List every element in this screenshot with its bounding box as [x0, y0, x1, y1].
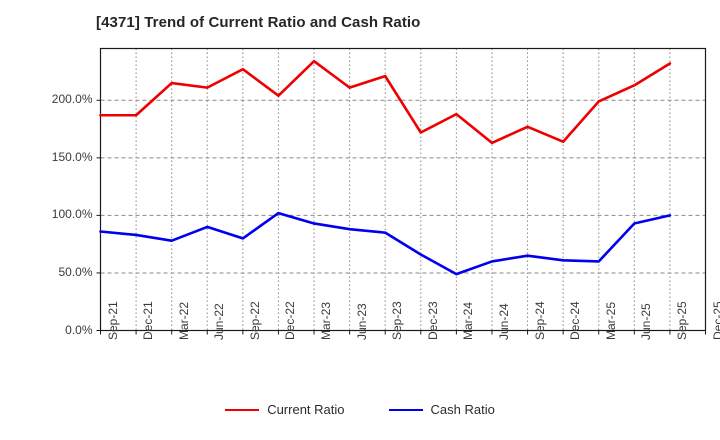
x-tick-label: Dec-22 [283, 300, 298, 340]
legend-label: Current Ratio [267, 402, 345, 417]
axis-frame [96, 47, 707, 335]
y-tick-label: 0.0% [65, 322, 93, 337]
chart-title: [4371] Trend of Current Ratio and Cash R… [96, 14, 421, 31]
x-tick-label: Sep-24 [532, 300, 547, 340]
x-tick-label: Sep-25 [674, 300, 689, 340]
x-tick-label: Mar-22 [176, 301, 191, 340]
data-series-layer [99, 59, 672, 276]
y-tick-label: 200.0% [51, 92, 93, 107]
legend-item[interactable]: Current Ratio [225, 402, 345, 417]
x-tick-label: Jun-23 [354, 302, 369, 340]
y-tick-label: 150.0% [51, 149, 93, 164]
series-line-current-ratio [99, 59, 672, 145]
chart-legend: Current Ratio Cash Ratio [0, 402, 720, 417]
plot-frame [99, 47, 707, 332]
x-tick-label: Dec-25 [710, 300, 720, 340]
legend-color-swatch [388, 408, 423, 411]
x-tick-label: Dec-21 [141, 300, 156, 340]
x-tick-label: Mar-23 [319, 301, 334, 340]
legend-item[interactable]: Cash Ratio [388, 402, 495, 417]
x-tick-label: Jun-25 [639, 302, 654, 340]
y-tick-label: 100.0% [51, 207, 93, 222]
x-tick-label: Jun-24 [496, 302, 511, 340]
series-line-cash-ratio [99, 211, 672, 276]
x-tick-label: Sep-23 [390, 300, 405, 340]
legend-label: Cash Ratio [430, 402, 495, 417]
x-tick-label: Dec-23 [425, 300, 440, 340]
y-tick-label: 50.0% [58, 264, 93, 279]
x-tick-label: Jun-22 [212, 302, 227, 340]
x-tick-label: Sep-22 [247, 300, 262, 340]
x-tick-label: Dec-24 [568, 300, 583, 340]
x-tick-label: Mar-24 [461, 301, 476, 340]
gridlines [100, 48, 706, 331]
x-tick-label: Mar-25 [603, 301, 618, 340]
legend-color-swatch [225, 408, 260, 411]
x-tick-label: Sep-21 [105, 300, 120, 340]
